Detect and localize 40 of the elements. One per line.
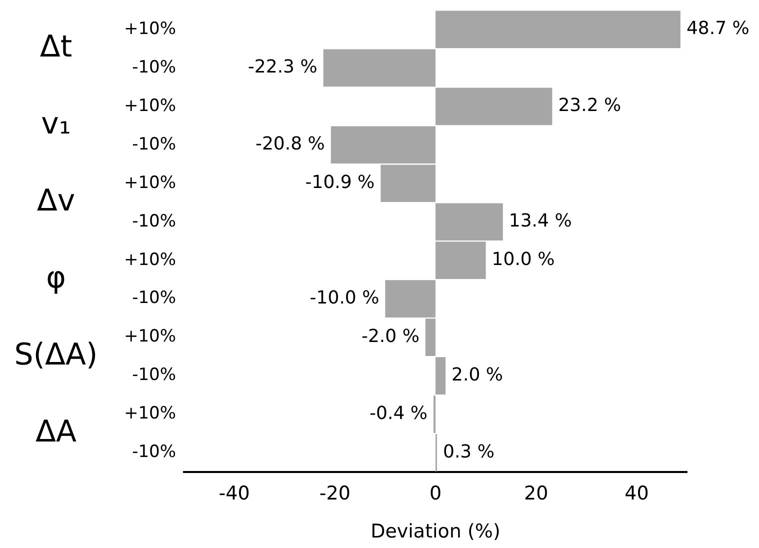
data-label: -2.0 %	[361, 326, 420, 347]
data-label: 10.0 %	[492, 249, 555, 270]
x-tick-label: -20	[319, 482, 350, 504]
bar	[323, 49, 436, 87]
bar	[436, 10, 680, 48]
x-tick-label: -40	[218, 482, 250, 504]
data-label: -0.4 %	[370, 402, 428, 424]
x-axis-title: Deviation (%)	[370, 520, 500, 543]
y-tick-label: -10%	[132, 288, 176, 308]
data-label: -10.9 %	[305, 172, 375, 194]
data-label: -20.8 %	[255, 134, 325, 155]
y-tick-label: -10%	[132, 365, 176, 386]
data-label: 48.7 %	[686, 18, 750, 40]
y-tick-label: -10%	[132, 442, 176, 462]
data-label: 23.2 %	[558, 95, 622, 116]
bar	[436, 88, 552, 126]
y-tick-label: -10%	[132, 57, 176, 78]
y-tick-label: +10%	[124, 172, 176, 193]
text: Δt	[40, 29, 72, 64]
data-label: -22.3 %	[248, 56, 318, 78]
y-tick-label: -10%	[132, 134, 176, 154]
y-tick-label: +10%	[124, 96, 176, 116]
x-tick-label: 0	[429, 482, 442, 504]
x-tick-label: 20	[524, 482, 548, 504]
text: φ	[46, 260, 66, 296]
bar	[436, 357, 446, 394]
y-tick-label: +10%	[124, 250, 176, 270]
text: S(ΔA)	[14, 337, 98, 372]
y-tick-label: +10%	[124, 404, 176, 424]
x-tick-label: 40	[624, 482, 649, 504]
y-tick-label: +10%	[124, 326, 176, 347]
text: Δv	[36, 183, 76, 218]
data-label: 2.0 %	[452, 364, 504, 386]
y-tick-label: +10%	[124, 18, 176, 39]
data-label: 0.3 %	[443, 441, 494, 462]
text: ΔA	[35, 414, 77, 450]
text: v₁	[41, 106, 71, 142]
y-tick-label: -10%	[132, 211, 176, 232]
data-label: 13.4 %	[508, 210, 572, 232]
data-label: -10.0 %	[310, 287, 380, 308]
